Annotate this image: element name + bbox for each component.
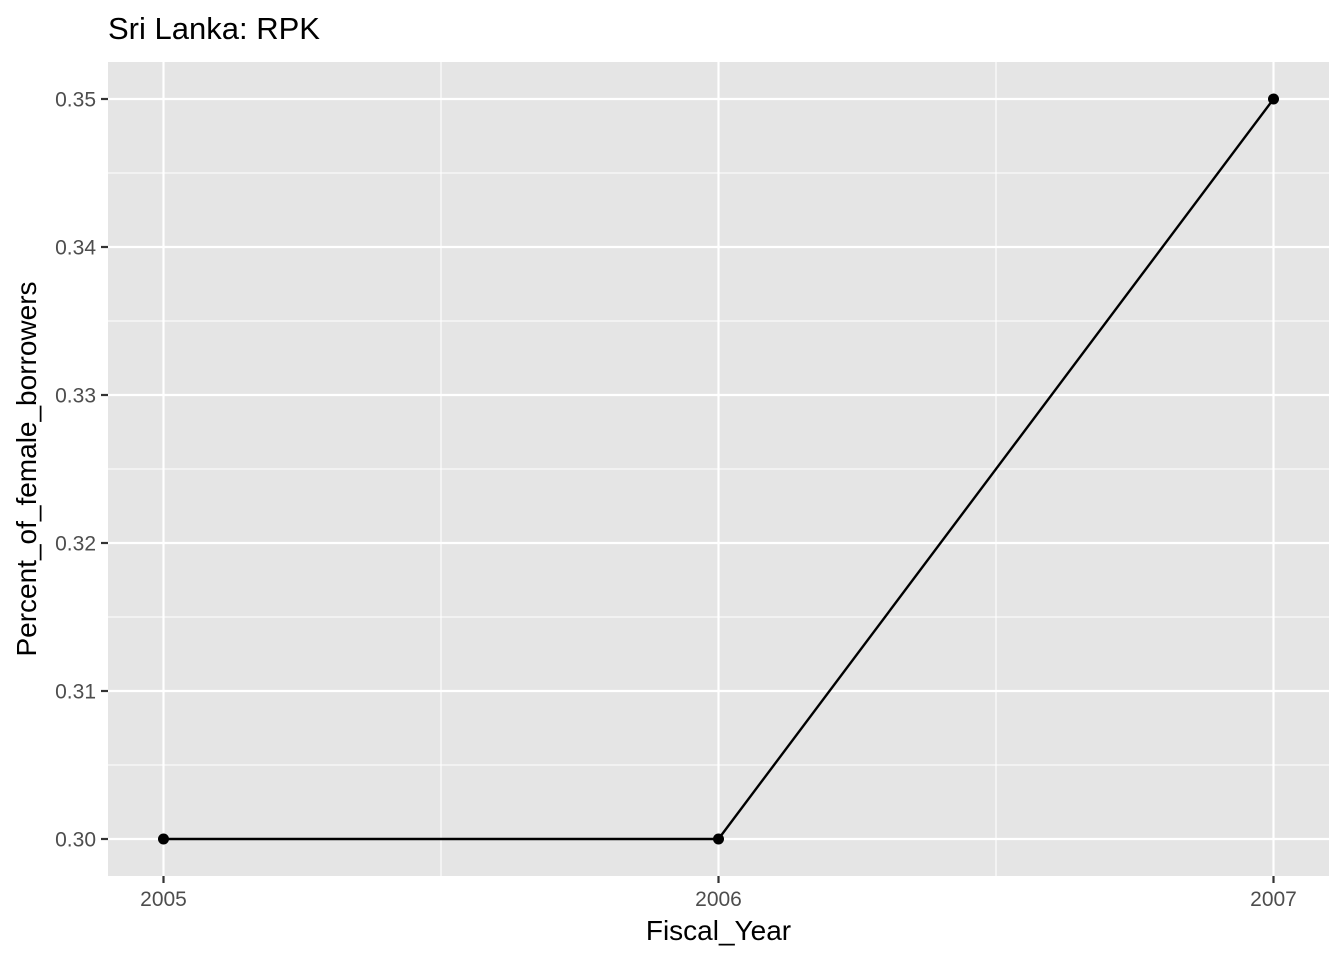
chart-title: Sri Lanka: RPK xyxy=(108,11,320,46)
y-tick-label: 0.30 xyxy=(55,829,96,852)
data-point xyxy=(713,833,724,845)
y-tick-label: 0.33 xyxy=(55,385,96,408)
x-tick-label: 2005 xyxy=(140,888,187,911)
x-tick-label: 2006 xyxy=(695,888,742,911)
y-tick-label: 0.34 xyxy=(55,237,96,260)
y-axis-title: Percent_of_female_borrowers xyxy=(11,281,42,656)
x-tick-label: 2007 xyxy=(1250,888,1297,911)
y-tick-label: 0.32 xyxy=(55,533,96,556)
data-point xyxy=(1268,93,1279,105)
points-layer xyxy=(158,93,1279,845)
y-tick-label: 0.35 xyxy=(55,89,96,112)
data-point xyxy=(158,833,169,845)
y-axis: 0.30 0.31 0.32 0.33 0.34 0.35 xyxy=(55,89,108,852)
x-axis: 2005 2006 2007 xyxy=(140,876,1297,911)
y-tick-label: 0.31 xyxy=(55,681,96,704)
x-axis-title: Fiscal_Year xyxy=(646,915,791,946)
